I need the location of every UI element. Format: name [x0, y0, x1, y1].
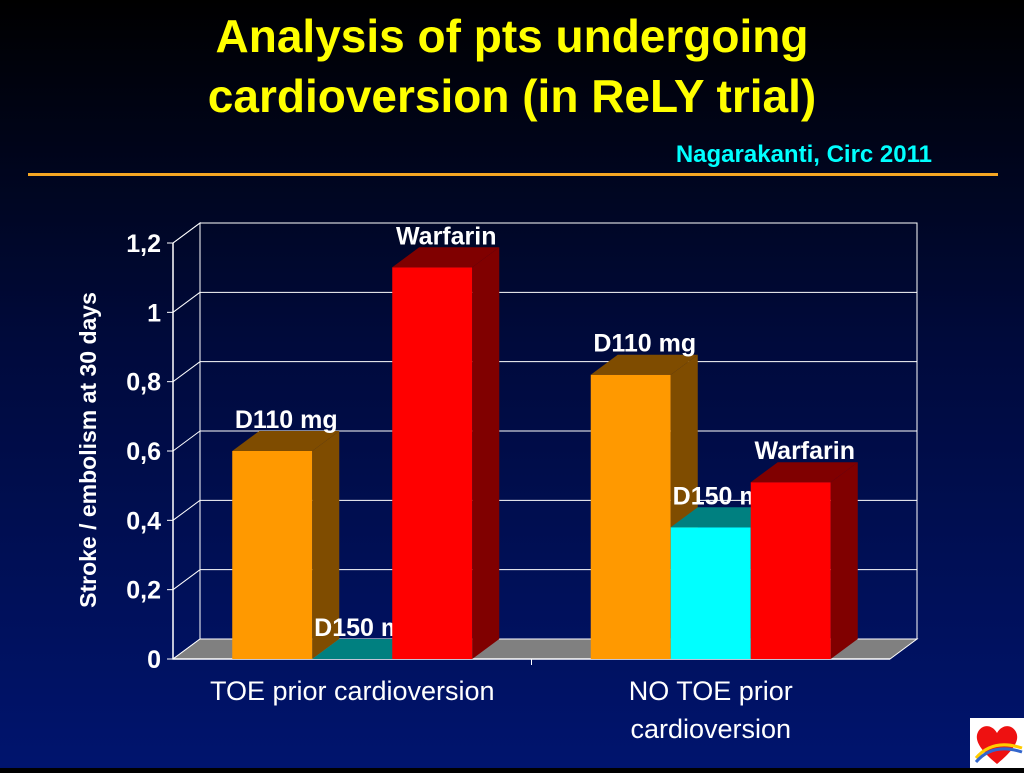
gridline-side: [172, 291, 201, 313]
gridline-side: [172, 430, 201, 452]
gridline-side: [172, 499, 201, 521]
citation: Nagarakanti, Circ 2011: [675, 141, 932, 168]
bar-side: [830, 462, 858, 659]
y-tick-label: 0,6: [126, 438, 161, 466]
title-line-2: cardioversion (in ReLY trial): [207, 70, 817, 122]
bar-data-label: Warfarin: [755, 437, 855, 465]
y-tick-label: 1: [147, 299, 161, 327]
y-tick-label: 0,4: [126, 507, 161, 535]
gridline-side: [172, 569, 201, 591]
bar-front: [232, 451, 313, 659]
bar-data-label: Warfarin: [396, 222, 496, 250]
heart-logo-icon: [970, 718, 1024, 768]
bar-data-label: D110 mg: [593, 330, 696, 358]
y-axis-title: Stroke / embolism at 30 days: [75, 292, 101, 608]
gridline-side: [172, 222, 201, 244]
bar-front: [670, 527, 751, 659]
bar-top: [750, 462, 858, 483]
bar-top: [232, 431, 340, 451]
x-category-label: TOE prior cardioversion: [210, 676, 495, 706]
bar-front: [750, 482, 831, 659]
bar-top: [590, 354, 698, 375]
gridline-side: [172, 361, 201, 383]
bar-top: [392, 247, 500, 268]
y-tick-label: 0: [147, 646, 161, 674]
y-tick-label: 0,2: [126, 577, 161, 605]
bar-front: [590, 374, 671, 659]
title-line-1: Analysis of pts undergoing: [215, 10, 809, 62]
bar-side: [472, 247, 500, 659]
x-category-label: NO TOE prior: [629, 676, 793, 706]
x-category-label: cardioversion: [630, 714, 791, 744]
title-divider: [28, 173, 998, 176]
bar-data-label: D110 mg: [235, 406, 338, 434]
y-tick-label: 1,2: [126, 230, 161, 258]
bar-front: [392, 267, 473, 659]
bar-side: [312, 431, 340, 659]
slide-title: Analysis of pts undergoing cardioversion…: [0, 6, 1024, 126]
y-tick-label: 0,8: [126, 369, 161, 397]
